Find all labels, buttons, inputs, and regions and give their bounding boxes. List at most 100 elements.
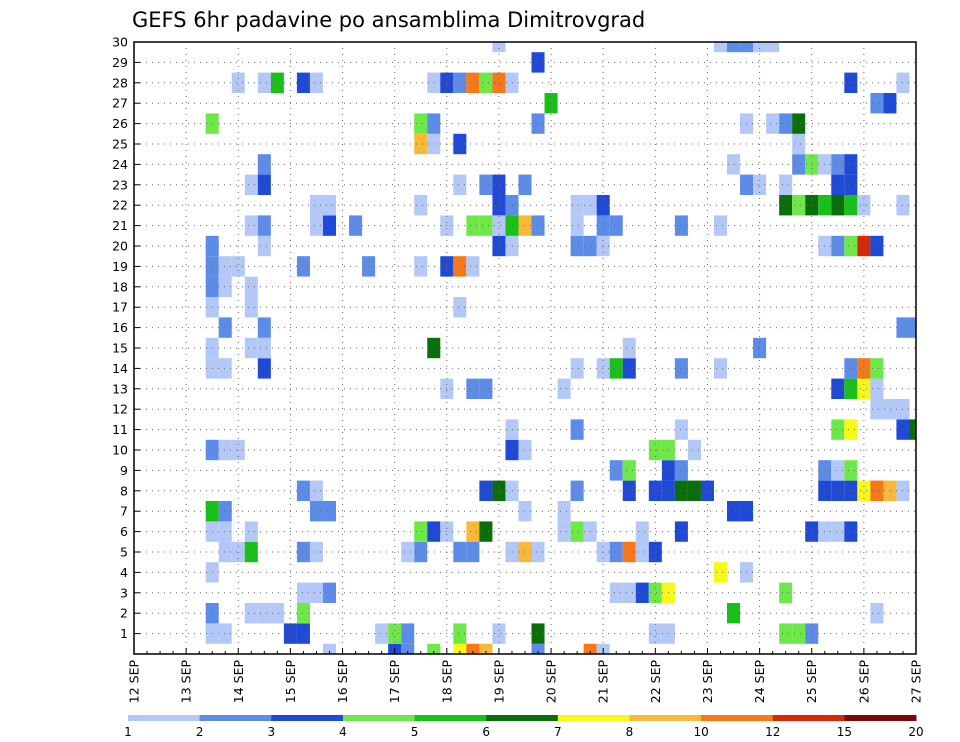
- y-tick-label: 29: [112, 55, 128, 70]
- heatmap-cell: [492, 72, 506, 93]
- colorbar-swatch: [629, 715, 702, 721]
- y-tick-label: 20: [112, 239, 128, 254]
- heatmap-cell: [622, 460, 636, 481]
- heatmap-cell: [622, 480, 636, 501]
- heatmap-cell: [531, 643, 545, 654]
- heatmap-cell: [648, 582, 662, 603]
- heatmap-cell: [492, 480, 506, 501]
- heatmap-cell: [700, 480, 714, 501]
- colorbar-swatch: [342, 715, 416, 721]
- heatmap-cell: [218, 623, 232, 644]
- heatmap-cell: [674, 460, 688, 481]
- heatmap-cell: [309, 72, 323, 93]
- heatmap-cell: [883, 480, 897, 501]
- y-tick-label: 16: [112, 320, 128, 335]
- heatmap-cell: [427, 643, 441, 654]
- heatmap-cell: [570, 419, 584, 440]
- heatmap-cell: [844, 195, 858, 216]
- heatmap-cell: [909, 317, 916, 338]
- heatmap-cell: [257, 603, 271, 624]
- heatmap-cell: [505, 235, 519, 257]
- heatmap-cell: [870, 603, 884, 624]
- heatmap-cell: [570, 195, 584, 216]
- heatmap-cell: [713, 562, 728, 583]
- heatmap-cell: [713, 358, 728, 379]
- y-tick-label: 17: [112, 300, 128, 315]
- heatmap-cell: [505, 419, 519, 440]
- colorbar-tick-label: 4: [339, 725, 347, 739]
- heatmap-cell: [244, 521, 258, 542]
- heatmap-cell: [218, 521, 232, 542]
- y-tick-label: 5: [120, 545, 128, 560]
- heatmap-cell: [648, 480, 662, 501]
- heatmap-cell: [674, 521, 688, 542]
- colorbar-swatch: [557, 715, 630, 721]
- heatmap-cell: [544, 93, 558, 114]
- heatmap-cell: [218, 358, 232, 379]
- heatmap-cell: [492, 215, 506, 236]
- heatmap-cell: [609, 215, 623, 236]
- heatmap-cells: [205, 42, 916, 654]
- heatmap-cell: [909, 419, 916, 440]
- heatmap-cell: [831, 174, 845, 195]
- heatmap-cell: [609, 582, 623, 603]
- heatmap-cell: [257, 215, 271, 236]
- heatmap-cell: [557, 501, 571, 522]
- colorbar-tick-label: 5: [411, 725, 419, 739]
- heatmap-cell: [492, 174, 506, 195]
- heatmap-cell: [857, 195, 871, 216]
- heatmap-cell: [570, 521, 584, 542]
- heatmap-cell: [296, 256, 310, 277]
- colorbar-tick-label: 3: [267, 725, 275, 739]
- heatmap-cell: [375, 623, 389, 644]
- x-tick-label: 20 SEP: [544, 660, 559, 704]
- y-tick-label: 7: [120, 504, 128, 519]
- x-tick-label: 19 SEP: [491, 660, 506, 704]
- y-tick-label: 23: [112, 177, 128, 192]
- heatmap-cell: [322, 501, 337, 522]
- y-tick-label: 11: [112, 422, 128, 437]
- heatmap-cell: [805, 623, 819, 644]
- heatmap-cell: [870, 235, 884, 257]
- heatmap-cell: [427, 72, 441, 93]
- heatmap-cell: [218, 439, 232, 461]
- heatmap-cell: [322, 643, 337, 654]
- heatmap-cell: [857, 358, 871, 379]
- heatmap-cell: [244, 215, 258, 236]
- y-tick-label: 6: [120, 524, 128, 539]
- heatmap-cell: [296, 623, 310, 644]
- x-tick-label: 14 SEP: [231, 660, 246, 704]
- heatmap-cell: [492, 623, 506, 644]
- heatmap-cell: [218, 276, 232, 297]
- y-tick-label: 14: [112, 361, 128, 376]
- heatmap-cell: [296, 72, 310, 93]
- heatmap-cell: [622, 541, 636, 563]
- heatmap-cell: [427, 133, 441, 155]
- heatmap-cell: [453, 623, 467, 644]
- heatmap-cell: [596, 215, 610, 236]
- heatmap-cell: [466, 643, 480, 654]
- heatmap-cell: [218, 256, 232, 277]
- heatmap-cell: [466, 521, 480, 542]
- y-axis-ticks: 1234567891011121314151617181920212223242…: [112, 35, 140, 641]
- heatmap-cell: [414, 521, 428, 542]
- heatmap-cell: [531, 215, 545, 236]
- heatmap-cell: [687, 480, 701, 501]
- heatmap-cell: [779, 623, 793, 644]
- colorbar-tick-label: 10: [693, 725, 708, 739]
- heatmap-cell: [218, 501, 232, 522]
- heatmap-cell: [687, 439, 701, 461]
- colorbar-tick-label: 1: [124, 725, 132, 739]
- heatmap-cell: [844, 358, 858, 379]
- heatmap-cell: [505, 72, 519, 93]
- y-tick-label: 18: [112, 279, 128, 294]
- heatmap-cell: [401, 541, 415, 563]
- heatmap-cell: [322, 195, 337, 216]
- x-tick-label: 16 SEP: [335, 660, 350, 704]
- y-tick-label: 1: [120, 626, 128, 641]
- colorbar-legend: 1 2 3 4 5 6 7 8 10 12 15 20: [124, 715, 924, 739]
- heatmap-cell: [257, 174, 271, 195]
- y-tick-label: 28: [112, 75, 128, 90]
- x-tick-label: 21 SEP: [596, 660, 611, 704]
- heatmap-cell: [492, 42, 506, 53]
